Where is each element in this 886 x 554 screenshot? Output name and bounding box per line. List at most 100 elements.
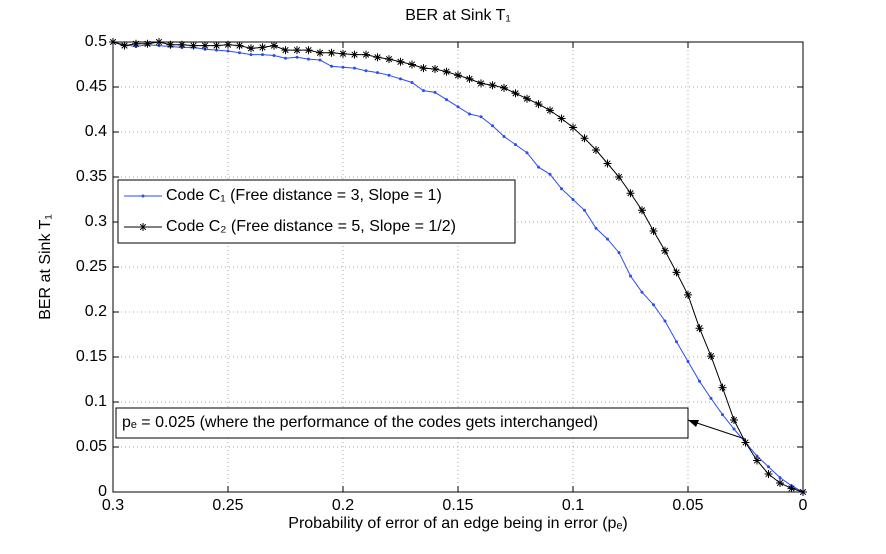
marker	[698, 379, 701, 383]
marker	[281, 46, 290, 55]
marker	[350, 50, 359, 59]
marker	[721, 413, 724, 417]
x-tick-label: 0.25	[212, 497, 243, 514]
marker	[615, 173, 623, 181]
marker	[258, 43, 267, 52]
marker	[139, 223, 147, 231]
series-markers	[109, 38, 807, 496]
marker	[684, 290, 692, 299]
marker	[477, 79, 485, 88]
marker	[580, 134, 589, 143]
x-tick-label: 0.1	[562, 497, 584, 514]
marker	[548, 172, 552, 176]
marker	[247, 44, 255, 53]
marker	[120, 41, 129, 50]
y-tick-label: 0.2	[85, 303, 107, 320]
y-tick-label: 0.25	[76, 258, 107, 275]
chart-title: BER at Sink T₁	[405, 7, 511, 24]
marker	[385, 55, 393, 64]
y-tick-label: 0.5	[85, 33, 107, 50]
marker	[327, 48, 336, 57]
marker	[755, 454, 759, 458]
plot-frame	[112, 41, 804, 493]
marker	[560, 187, 563, 191]
marker	[454, 71, 462, 80]
marker	[143, 39, 152, 48]
marker	[226, 49, 230, 53]
marker	[468, 112, 471, 116]
marker	[672, 268, 681, 277]
marker	[557, 114, 566, 123]
marker	[364, 69, 368, 73]
marker	[661, 246, 669, 255]
marker	[318, 58, 322, 62]
x-tick-label: 0.2	[332, 497, 354, 514]
marker	[640, 290, 644, 294]
marker	[235, 41, 244, 50]
y-tick-label: 0.35	[76, 168, 107, 185]
marker	[626, 189, 635, 198]
marker	[373, 53, 382, 62]
marker	[776, 479, 784, 487]
marker	[316, 48, 324, 57]
x-tick-label: 0.05	[672, 497, 703, 514]
marker	[606, 237, 609, 241]
marker	[178, 40, 186, 49]
marker	[215, 48, 218, 52]
marker	[534, 100, 543, 109]
marker	[272, 54, 276, 57]
marker	[410, 81, 414, 84]
marker	[408, 60, 416, 69]
y-tick-label: 0.3	[85, 213, 107, 230]
marker	[649, 227, 658, 235]
marker	[201, 41, 209, 50]
marker	[396, 57, 405, 66]
annotation-arrowhead	[688, 420, 699, 427]
marker	[767, 465, 770, 469]
marker	[603, 159, 612, 168]
x-tick-label: 0	[799, 497, 808, 514]
marker	[718, 383, 727, 392]
marker	[445, 98, 448, 102]
marker	[546, 106, 554, 115]
marker	[511, 89, 520, 98]
annotation-box	[115, 407, 689, 439]
marker	[419, 64, 428, 73]
marker	[132, 39, 140, 48]
marker	[307, 57, 310, 61]
marker	[376, 71, 379, 75]
marker	[491, 124, 494, 128]
marker	[525, 151, 529, 155]
x-tick-label: 0.15	[442, 497, 473, 514]
marker	[479, 115, 483, 119]
marker	[166, 40, 175, 49]
marker	[617, 251, 621, 255]
marker	[500, 83, 508, 92]
marker	[709, 396, 713, 400]
x-tick-label: 0.3	[102, 497, 124, 514]
marker	[523, 94, 531, 103]
marker	[583, 208, 586, 212]
marker	[787, 484, 796, 493]
marker	[304, 46, 313, 55]
legend-label: Code C₂ (Free distance = 5, Slope = 1/2)	[166, 218, 456, 235]
marker	[362, 50, 370, 59]
marker	[594, 226, 598, 230]
marker	[456, 105, 460, 109]
marker	[155, 38, 163, 46]
marker	[663, 319, 667, 323]
marker	[442, 67, 451, 76]
marker	[686, 360, 690, 363]
marker	[224, 40, 232, 49]
marker	[502, 135, 506, 138]
marker	[431, 65, 439, 73]
marker	[109, 38, 117, 46]
marker	[753, 456, 761, 465]
marker	[592, 146, 600, 154]
marker	[270, 41, 278, 50]
marker	[571, 198, 575, 201]
marker	[422, 89, 425, 93]
marker	[629, 274, 632, 278]
marker	[638, 206, 646, 215]
y-tick-label: 0.4	[85, 123, 107, 140]
